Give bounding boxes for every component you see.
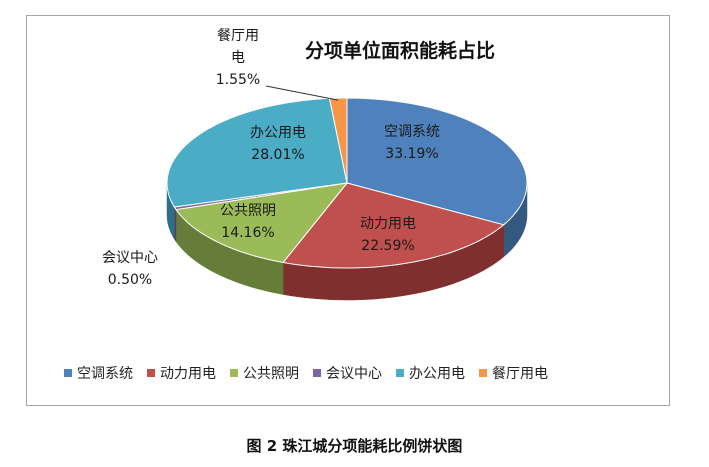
legend: 空调系统 动力用电 公共照明 会议中心 办公用电 餐厅用电 <box>64 366 548 382</box>
legend-label-3: 公共照明 <box>243 366 299 382</box>
legend-swatch-1 <box>64 369 72 377</box>
legend-label-5: 办公用电 <box>409 366 465 382</box>
slice-label-3: 公共照明 <box>220 203 276 219</box>
slice-value-4: 0.50% <box>108 272 152 288</box>
legend-label-6: 餐厅用电 <box>492 366 548 382</box>
slice-label-2: 动力用电 <box>360 216 416 232</box>
slice-value-5: 28.01% <box>251 147 304 163</box>
legend-swatch-2 <box>147 369 155 377</box>
pie-slice-1 <box>346 97 528 226</box>
pie-labels: 空调系统 33.19% 动力用电 22.59% 公共照明 14.16% 会议中心 0.50% 办… <box>102 28 440 288</box>
pie-top <box>166 97 528 269</box>
figure-caption: 图 2 珠江城分项能耗比例饼状图 <box>246 437 463 455</box>
legend-label-2: 动力用电 <box>160 366 216 382</box>
slice-label-6: 电 <box>231 50 245 66</box>
chart-title: 分项单位面积能耗占比 <box>305 39 495 62</box>
slice-value-1: 33.19% <box>385 146 438 162</box>
leader-line <box>265 85 339 101</box>
legend-label-4: 会议中心 <box>326 366 382 382</box>
pie-slice-6 <box>328 97 348 184</box>
slice-label-6: 餐厅用 <box>217 28 259 44</box>
slice-label-4: 会议中心 <box>102 250 158 266</box>
slice-value-3: 14.16% <box>221 225 274 241</box>
slice-label-1: 空调系统 <box>384 124 440 140</box>
legend-swatch-3 <box>230 369 238 377</box>
legend-swatch-5 <box>396 369 404 377</box>
legend-label-1: 空调系统 <box>77 366 133 382</box>
pie-slice-3 <box>175 182 349 264</box>
legend-swatch-4 <box>313 369 321 377</box>
slice-value-6: 1.55% <box>216 72 260 88</box>
pie-slice-5 <box>166 97 348 208</box>
pie-side-4 <box>174 206 177 243</box>
slice-value-2: 22.59% <box>361 238 414 254</box>
slice-label-5: 办公用电 <box>250 125 306 141</box>
legend-swatch-6 <box>479 369 487 377</box>
pie-slice-2 <box>282 182 505 269</box>
